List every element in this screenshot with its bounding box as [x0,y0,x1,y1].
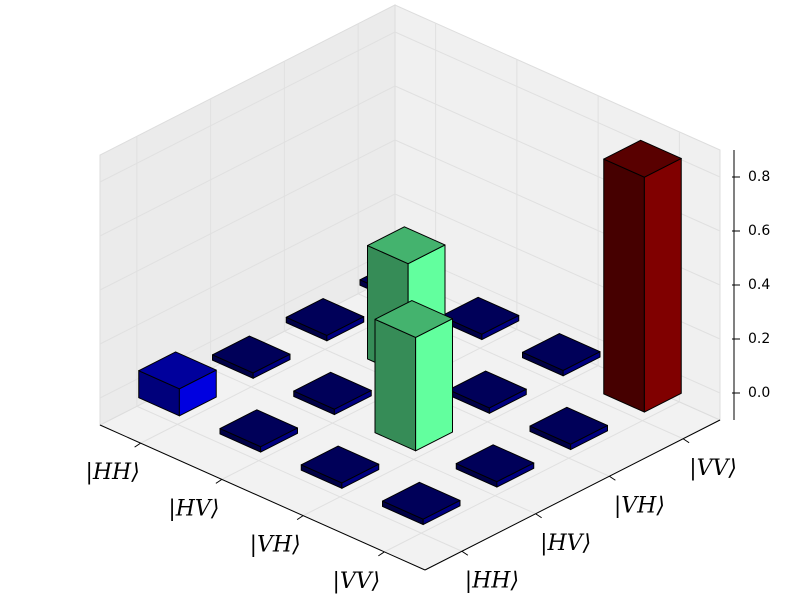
grid-line [221,328,518,480]
tick-mark [609,475,616,481]
z-tick-label: 0.8 [748,169,770,185]
y-tick-label: |VH⟩ [614,493,665,518]
tick-mark [535,513,542,519]
bar-top-face [367,226,446,265]
tick-mark [378,551,385,557]
grid-line [99,193,396,345]
z-tick-label: 0.6 [748,223,770,239]
y-tick-label: |VV⟩ [689,456,737,481]
bar-top-face [293,371,372,410]
grid-line [384,401,680,553]
bar-top-face [522,333,601,371]
z-tick-label: 0.2 [748,331,770,347]
y-tick-label: |HV⟩ [540,531,591,556]
grid-line [302,365,599,517]
bar-right-face [415,318,453,452]
tick-mark [215,478,223,484]
bar-left-face [374,318,417,452]
bar-top-face [374,300,453,338]
tick-mark [682,438,690,444]
bar-top-face [529,406,608,445]
tick-mark [134,442,141,448]
x-tick-label: |HH⟩ [85,460,139,485]
z-tick-label: 0.4 [748,277,770,293]
y-tick-label: |HH⟩ [465,568,519,593]
y-axis [424,419,721,571]
x-axis [99,424,426,571]
bar-top-face [382,481,461,520]
bar-top-face [448,370,527,409]
bar-top-face [300,445,380,484]
tick-mark [461,550,469,556]
bar-top-face [219,409,298,448]
bar-top-face [440,296,520,335]
bar-top-face [212,335,291,374]
grid-line [99,139,396,291]
grid-line [136,405,463,552]
bar-top-face [138,351,217,390]
bar-right-face [643,157,682,413]
tick-mark [296,515,304,521]
grid-line [99,31,396,183]
z-tick-label: 0.0 [748,385,770,401]
bar-left-face [603,158,645,413]
bar-top-face [603,139,682,178]
x-tick-label: |VV⟩ [332,569,380,594]
bar-top-face [455,444,535,483]
grid-line [210,368,536,515]
bar-top-face [285,298,365,336]
x-tick-label: |VH⟩ [250,533,301,558]
x-tick-label: |HV⟩ [168,496,219,521]
grid-line [99,85,396,237]
